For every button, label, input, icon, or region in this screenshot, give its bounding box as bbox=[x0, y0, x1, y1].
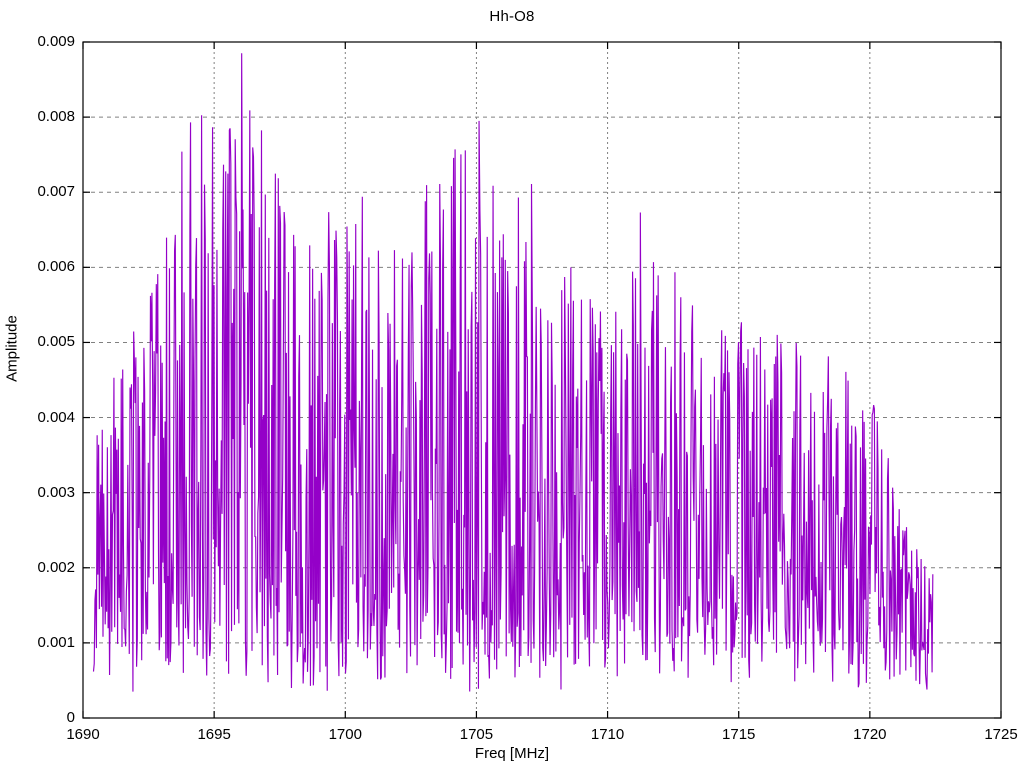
plot-border bbox=[82, 41, 1002, 719]
x-tick-label: 1700 bbox=[328, 726, 362, 743]
y-tick-label: 0.005 bbox=[37, 333, 75, 351]
y-tick-label: 0.004 bbox=[37, 408, 75, 426]
data-series-hh-o8 bbox=[92, 53, 934, 692]
x-tick-label: 1725 bbox=[984, 726, 1018, 743]
x-tick-label: 1690 bbox=[66, 726, 100, 743]
y-tick-label: 0.006 bbox=[37, 258, 75, 276]
x-tick-label: 1720 bbox=[853, 726, 887, 743]
x-tick-label: 1695 bbox=[197, 726, 231, 743]
y-tick-label: 0.002 bbox=[37, 558, 75, 576]
x-tick-label: 1715 bbox=[722, 726, 756, 743]
x-tick-label: 1710 bbox=[590, 726, 625, 743]
series-path-hh-o8 bbox=[92, 53, 934, 692]
x-tick-label: 1705 bbox=[459, 726, 494, 743]
y-tick-label: 0.009 bbox=[37, 33, 75, 50]
y-tick-label: 0 bbox=[66, 709, 75, 726]
y-tick-label: 0.003 bbox=[37, 483, 75, 501]
page-title: Hh-O8 bbox=[489, 8, 535, 25]
y-tick-label: 0.007 bbox=[37, 183, 75, 201]
y-tick-label: 0.008 bbox=[37, 108, 75, 126]
y-tick-label: 0.001 bbox=[37, 633, 75, 651]
x-axis-label: Freq [MHz] bbox=[474, 745, 550, 762]
